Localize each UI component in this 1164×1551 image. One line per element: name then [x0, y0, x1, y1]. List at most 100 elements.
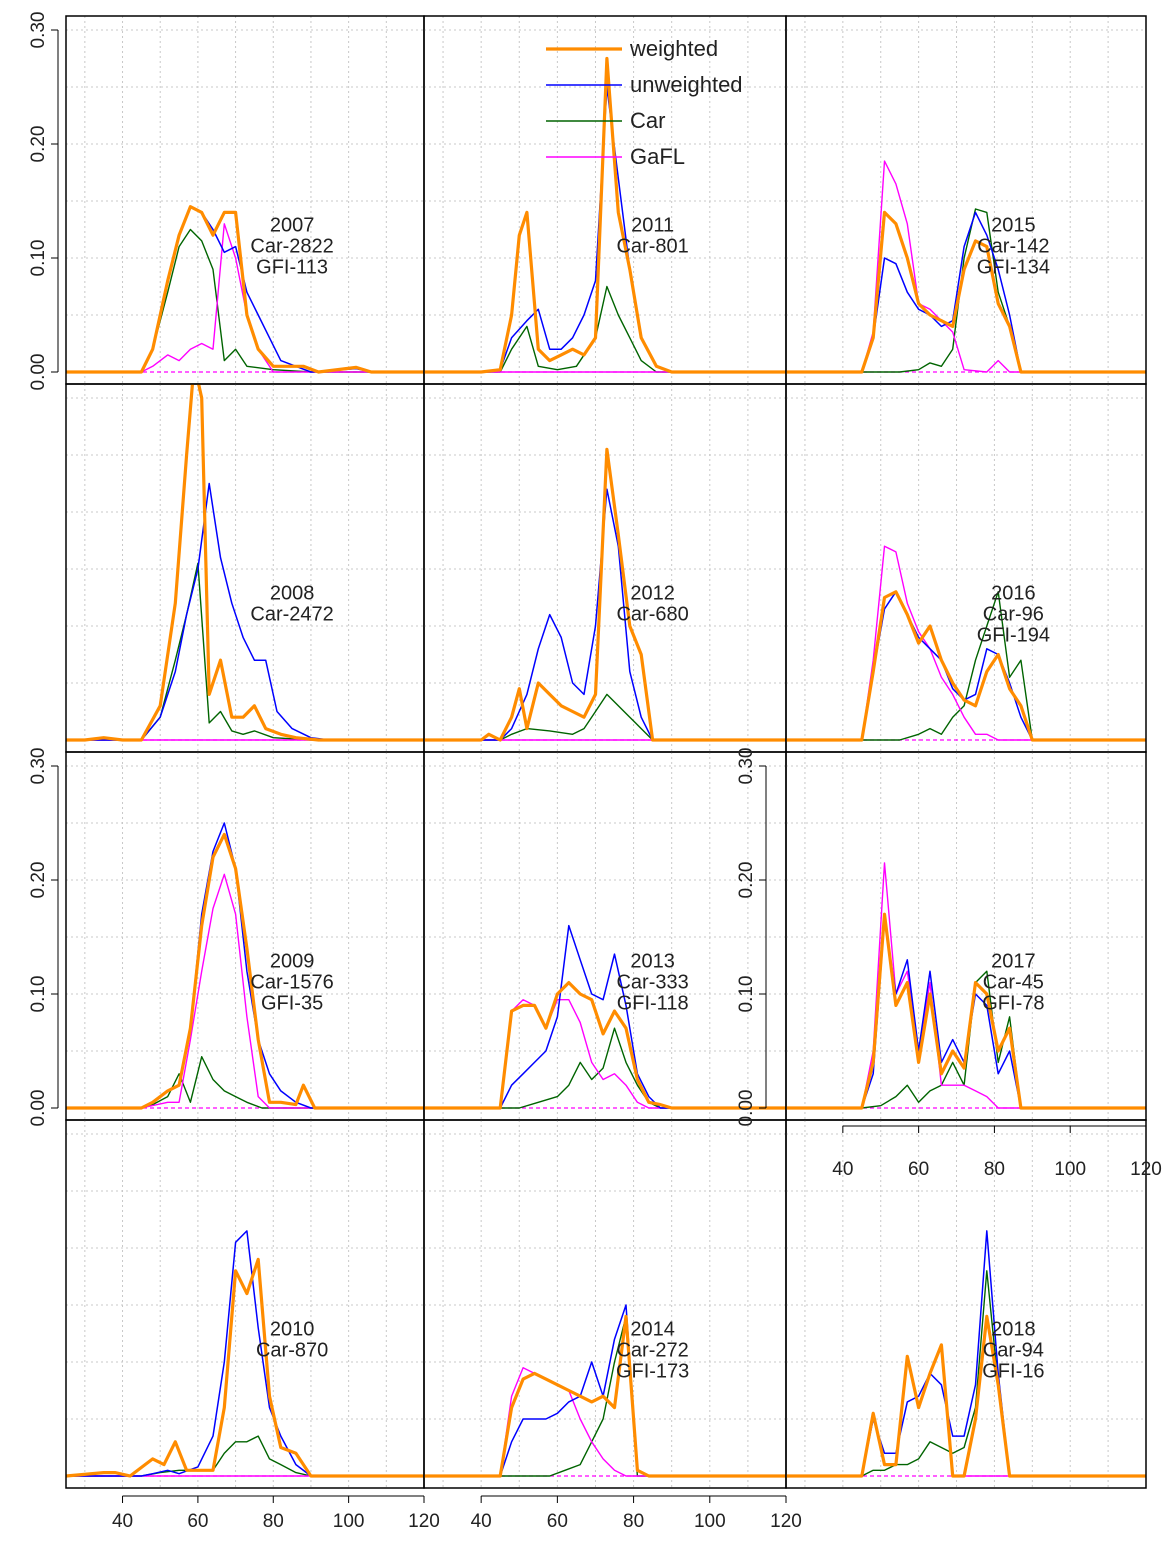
series-gafl-line	[66, 873, 424, 1109]
series-gafl-line	[786, 545, 1146, 741]
panel-label-1: Car-870	[256, 1339, 328, 1361]
series-unweighted-line	[424, 924, 786, 1109]
panel-label-2: GFI-113	[256, 256, 328, 278]
x-axis-col1: 40 60 80 100 120	[112, 1495, 440, 1532]
series-weighted-line	[786, 1314, 1146, 1478]
series-group	[786, 1230, 1146, 1478]
x-tick-label: 80	[623, 1511, 644, 1532]
x-axis-2017: 40 60 80 100 120	[832, 1125, 1162, 1180]
panel-label-0: 2015	[991, 214, 1036, 236]
grid	[424, 752, 786, 1120]
panel-label-1: Car-801	[616, 235, 688, 257]
series-group	[786, 160, 1146, 374]
panel-label-2: GFI-194	[977, 624, 1050, 646]
grid	[66, 16, 424, 384]
series-group	[66, 384, 424, 742]
series-unweighted-line	[66, 822, 424, 1109]
panel-label-0: 2008	[270, 582, 315, 604]
x-tick-label: 60	[187, 1511, 208, 1532]
grid	[66, 752, 424, 1120]
x-tick-label: 120	[1130, 1159, 1162, 1180]
panel-label-2: GFI-78	[982, 992, 1044, 1014]
y-tick-label: 0.10	[736, 976, 757, 1013]
series-weighted-line	[424, 1314, 786, 1478]
series-unweighted-line	[786, 211, 1146, 373]
y-tick-label: 0.10	[28, 976, 49, 1013]
panel-label-0: 2007	[270, 214, 315, 236]
series-group	[424, 1304, 786, 1478]
series-group	[66, 1230, 424, 1478]
series-group	[66, 205, 424, 374]
series-unweighted-line	[786, 591, 1146, 741]
panel-label-0: 2009	[270, 950, 315, 972]
panel-label-1: Car-45	[983, 971, 1044, 993]
grid	[786, 16, 1146, 384]
series-weighted-line	[424, 981, 786, 1110]
panel-frame	[65, 383, 425, 753]
series-weighted-line	[786, 912, 1146, 1110]
series-car-line	[424, 693, 786, 741]
panel-label-1: Car-2472	[250, 603, 333, 625]
panel-label-2: GFI-118	[617, 992, 689, 1014]
series-unweighted-line	[424, 1304, 786, 1477]
series-car-line	[424, 1027, 786, 1109]
panel-label-0: 2012	[630, 582, 675, 604]
series-gafl-line	[424, 999, 786, 1109]
series-group	[786, 545, 1146, 742]
x-tick-label: 40	[832, 1159, 853, 1180]
series-car-line	[786, 1270, 1146, 1477]
grid	[786, 1120, 1146, 1488]
series-car-line	[786, 591, 1146, 741]
x-tick-label: 100	[333, 1511, 365, 1532]
panel-label-1: Car-2822	[250, 235, 333, 257]
y-tick-label: 0.20	[28, 862, 49, 899]
series-group	[424, 56, 786, 374]
series-unweighted-line	[66, 1230, 424, 1477]
series-car-line	[424, 285, 786, 373]
x-tick-label: 60	[547, 1511, 568, 1532]
x-tick-label: 80	[263, 1511, 284, 1532]
panel-label-0: 2010	[270, 1318, 315, 1340]
y-tick-label: 0.20	[736, 862, 757, 899]
panel-label-2: GFI-16	[982, 1360, 1044, 1382]
series-gafl-line	[786, 160, 1146, 373]
panel-label-1: Car-96	[983, 603, 1044, 625]
y-tick-label: 0.30	[28, 12, 49, 49]
series-group	[424, 924, 786, 1110]
panel-label-0: 2011	[631, 214, 674, 236]
series-unweighted-line	[424, 488, 786, 741]
x-tick-label: 40	[471, 1511, 492, 1532]
panel-label-0: 2016	[991, 582, 1036, 604]
series-weighted-line	[786, 210, 1146, 374]
x-tick-label: 80	[984, 1159, 1005, 1180]
panel-label-1: Car-1576	[250, 971, 333, 993]
x-tick-label: 60	[908, 1159, 929, 1180]
series-unweighted-line	[66, 482, 424, 741]
series-weighted-line	[66, 1257, 424, 1478]
panel-frame	[785, 15, 1147, 385]
series-group	[66, 822, 424, 1110]
y-tick-label: 0.00	[28, 354, 49, 391]
panel-label-0: 2018	[991, 1318, 1036, 1340]
panel-label-1: Car-94	[983, 1339, 1044, 1361]
panel-label-0: 2014	[630, 1318, 675, 1340]
series-car-line	[66, 1435, 424, 1477]
y-tick-label: 0.00	[28, 1090, 49, 1127]
series-unweighted-line	[786, 919, 1146, 1109]
y-axis-row3: 0.00 0.10 0.20 0.30	[28, 748, 59, 1127]
panel-frame	[423, 751, 787, 1121]
series-weighted-line	[424, 447, 786, 742]
y-tick-label: 0.10	[28, 240, 49, 277]
